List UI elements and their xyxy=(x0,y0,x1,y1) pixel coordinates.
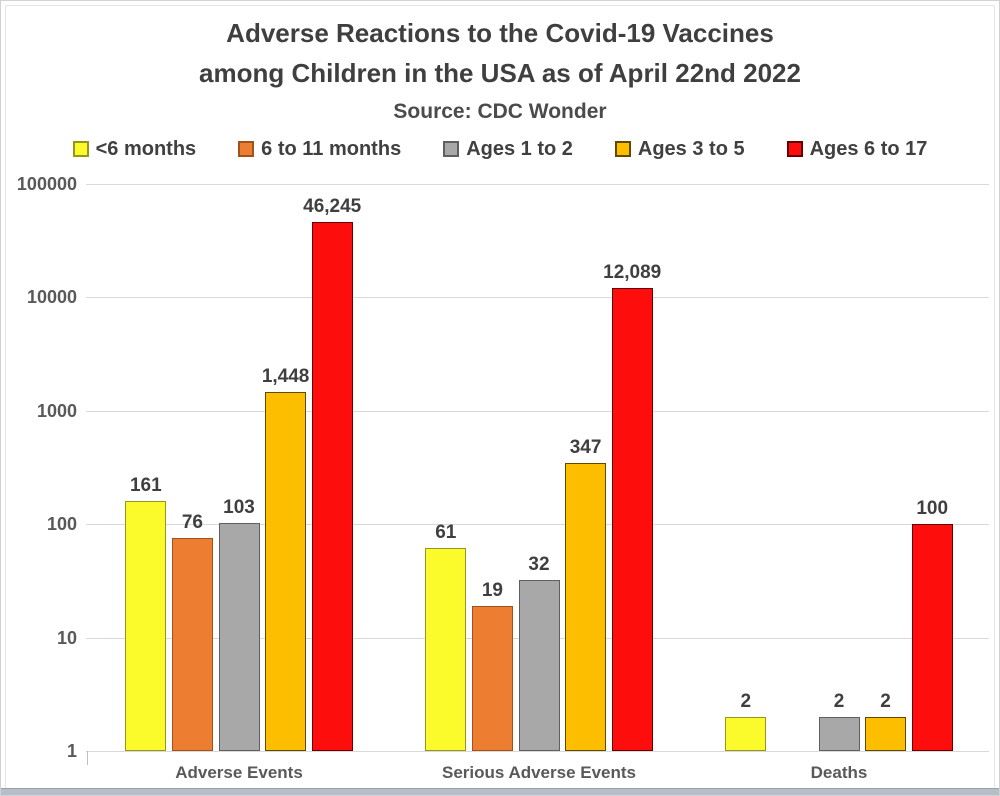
legend-item-3: Ages 1 to 2 xyxy=(443,138,573,161)
bar-value-label: 46,245 xyxy=(303,195,362,217)
legend-label: 6 to 11 months xyxy=(261,137,402,160)
bottom-strip xyxy=(1,788,999,795)
chart-header: Adverse Reactions to the Covid-19 Vaccin… xyxy=(1,13,999,127)
y-axis-tick-label: 1 xyxy=(66,741,77,761)
gridline-100000 xyxy=(86,183,989,185)
x-axis-category-label: Serious Adverse Events xyxy=(441,763,637,782)
bar-adverse-events-series-5 xyxy=(311,221,353,751)
y-axis-spine xyxy=(87,751,88,765)
legend-swatch-icon xyxy=(443,141,460,157)
bar-serious-adverse-events-series-2 xyxy=(471,605,513,751)
bar-adverse-events-series-2 xyxy=(171,537,213,751)
bar-value-label: 76 xyxy=(181,511,203,533)
chart-source-line: Source: CDC Wonder xyxy=(393,100,607,123)
legend-item-2: 6 to 11 months xyxy=(238,138,401,161)
legend-item-4: Ages 3 to 5 xyxy=(614,137,745,161)
bar-value-label: 161 xyxy=(129,474,162,496)
legend-swatch-icon xyxy=(786,141,803,157)
bar-serious-adverse-events-series-1 xyxy=(425,548,467,751)
bar-serious-adverse-events-series-5 xyxy=(611,287,653,751)
x-axis-category-label: Deaths xyxy=(810,763,868,782)
y-axis-tick-label: 100 xyxy=(46,514,77,534)
bar-adverse-events-series-1 xyxy=(125,500,167,751)
bar-value-label: 32 xyxy=(528,554,550,576)
bar-value-label: 347 xyxy=(569,436,602,458)
bar-deaths-series-4 xyxy=(865,716,907,751)
gridline-10000 xyxy=(86,297,989,298)
legend-label: Ages 3 to 5 xyxy=(637,137,745,160)
gridline-1000 xyxy=(86,410,989,412)
bar-adverse-events-series-3 xyxy=(218,522,260,751)
bar-value-label: 2 xyxy=(880,690,891,712)
bar-deaths-series-1 xyxy=(725,716,767,751)
legend-item-1: <6 months xyxy=(72,137,197,161)
bar-serious-adverse-events-series-4 xyxy=(565,462,607,751)
bar-value-label: 19 xyxy=(481,579,503,601)
bar-value-label: 100 xyxy=(916,498,949,519)
gridline-1 xyxy=(86,751,989,752)
bar-value-label: 1,448 xyxy=(261,366,310,388)
bar-deaths-series-5 xyxy=(911,524,953,751)
gridline-100 xyxy=(86,524,989,525)
y-axis-tick-label: 10 xyxy=(56,627,77,648)
bar-deaths-series-3 xyxy=(818,716,860,751)
legend-label: Ages 6 to 17 xyxy=(809,137,928,160)
bar-value-label: 61 xyxy=(435,522,457,544)
bar-value-label: 2 xyxy=(740,690,752,712)
chart-title-line-2: among Children in the USA as of April 22… xyxy=(199,58,801,88)
bar-value-label: 2 xyxy=(833,690,845,712)
legend-label: <6 months xyxy=(95,137,197,160)
y-axis-tick-label: 100000 xyxy=(16,173,77,194)
y-axis-tick-label: 1000 xyxy=(36,400,77,421)
legend-item-5: Ages 6 to 17 xyxy=(786,137,928,161)
bar-adverse-events-series-4 xyxy=(265,392,307,751)
legend-swatch-icon xyxy=(614,141,631,157)
chart-title-line-1: Adverse Reactions to the Covid-19 Vaccin… xyxy=(226,18,774,48)
chart-legend: <6 months 6 to 11 months Ages 1 to 2 Ages 3… xyxy=(1,136,999,162)
legend-swatch-icon xyxy=(72,141,89,157)
x-axis-category-label: Adverse Events xyxy=(175,763,303,782)
legend-label: Ages 1 to 2 xyxy=(466,137,573,160)
bar-serious-adverse-events-series-3 xyxy=(518,580,560,751)
bar-value-label: 103 xyxy=(223,496,255,518)
legend-swatch-icon xyxy=(238,141,255,157)
y-axis-tick-label: 10000 xyxy=(26,287,77,307)
bar-value-label: 12,089 xyxy=(603,261,662,283)
